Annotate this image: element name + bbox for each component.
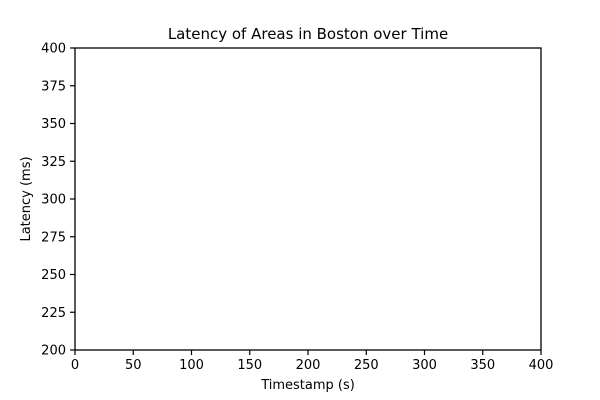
y-tick-label: 250 — [41, 268, 66, 283]
y-tick-label: 350 — [41, 117, 66, 132]
y-tick-label: 275 — [41, 230, 66, 245]
y-tick-label: 375 — [41, 79, 66, 94]
x-tick-label: 150 — [237, 358, 262, 373]
x-tick-label: 200 — [296, 358, 321, 373]
x-tick-label: 300 — [412, 358, 437, 373]
plot-area-frame — [74, 47, 542, 351]
y-axis-ticks: 200 225 250 275 300 325 350 375 400 — [41, 42, 75, 359]
x-tick-label: 100 — [179, 358, 204, 373]
y-tick-label: 325 — [41, 155, 66, 170]
y-axis-label: Latency (ms) — [19, 156, 34, 241]
y-tick-label: 400 — [41, 42, 66, 57]
x-tick-label: 400 — [529, 358, 554, 373]
x-axis-ticks: 0 50 100 150 200 250 300 350 400 — [71, 350, 554, 373]
chart-title: Latency of Areas in Boston over Time — [168, 25, 448, 43]
y-tick-label: 300 — [41, 193, 66, 208]
y-tick-label: 225 — [41, 306, 66, 321]
x-tick-label: 250 — [354, 358, 379, 373]
x-tick-label: 0 — [71, 358, 79, 373]
x-tick-label: 350 — [470, 358, 495, 373]
y-tick-label: 200 — [41, 344, 66, 359]
x-axis-label: Timestamp (s) — [260, 378, 355, 393]
x-tick-label: 50 — [125, 358, 142, 373]
